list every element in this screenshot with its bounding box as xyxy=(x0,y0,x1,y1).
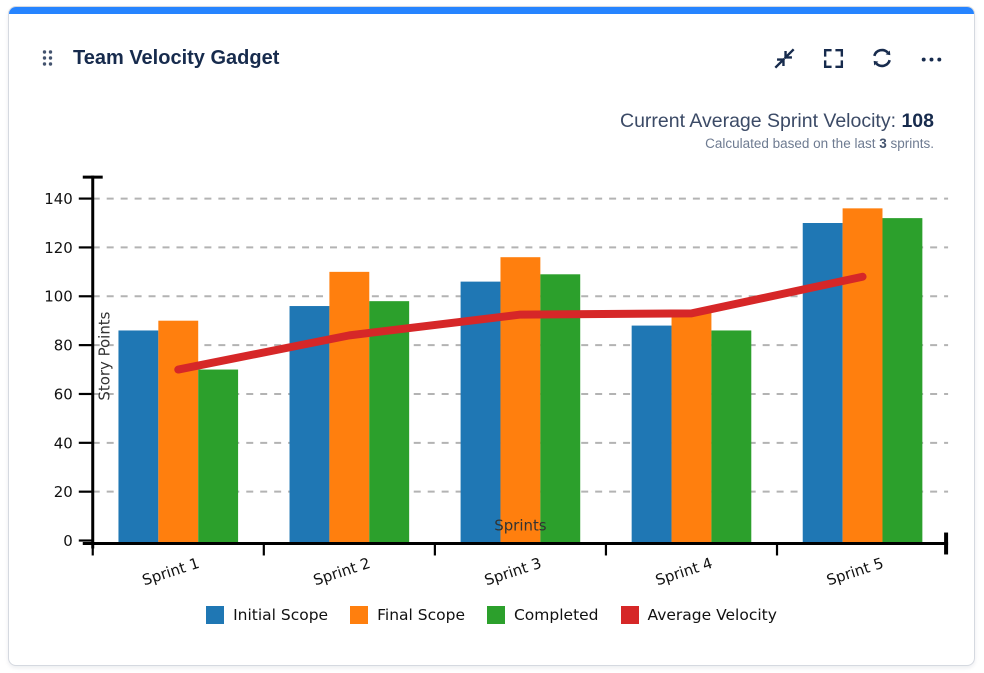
velocity-summary: Current Average Sprint Velocity: 108 Cal… xyxy=(620,110,934,151)
gadget-header: Team Velocity Gadget xyxy=(41,45,944,71)
fullscreen-button[interactable] xyxy=(820,45,846,71)
svg-text:Sprint 3: Sprint 3 xyxy=(482,554,544,589)
chart-legend: Initial Scope Final Scope Completed Average… xyxy=(9,606,974,624)
legend-swatch xyxy=(486,606,505,624)
svg-text:20: 20 xyxy=(54,483,73,501)
svg-text:Sprint 1: Sprint 1 xyxy=(140,554,202,589)
legend-label: Completed xyxy=(513,606,599,624)
more-icon xyxy=(921,57,941,62)
svg-text:Sprint 4: Sprint 4 xyxy=(653,554,715,589)
refresh-icon xyxy=(873,48,891,68)
note-prefix: Calculated based on the last xyxy=(705,136,880,151)
svg-text:140: 140 xyxy=(44,190,73,208)
legend-label: Final Scope xyxy=(377,606,465,624)
drag-handle-icon xyxy=(42,50,53,66)
legend-item-final-scope: Final Scope xyxy=(350,606,465,624)
fullscreen-icon xyxy=(823,48,843,68)
svg-text:120: 120 xyxy=(44,239,73,257)
svg-text:100: 100 xyxy=(44,288,73,306)
average-velocity-line: Current Average Sprint Velocity: 108 xyxy=(620,110,934,133)
svg-text:Sprint 2: Sprint 2 xyxy=(311,554,373,589)
legend-swatch xyxy=(620,606,639,624)
chart-area: 0 20 40 60 80 100 120 140 Sprint 1 Sprint 2 Sprint… xyxy=(9,170,974,600)
velocity-gadget-card: Team Velocity Gadget xyxy=(8,6,975,666)
refresh-button[interactable] xyxy=(869,45,895,71)
collapse-button[interactable] xyxy=(771,45,797,71)
svg-text:40: 40 xyxy=(54,434,73,452)
note-suffix: sprints. xyxy=(886,136,934,151)
svg-text:80: 80 xyxy=(54,337,73,355)
average-velocity-value: 108 xyxy=(901,110,934,132)
collapse-icon xyxy=(773,47,795,69)
svg-text:Sprints: Sprints xyxy=(494,517,547,535)
svg-text:Story Points: Story Points xyxy=(96,311,114,400)
note-sprint-count: 3 xyxy=(879,136,887,151)
svg-text:60: 60 xyxy=(54,385,73,403)
card-accent-bar xyxy=(9,7,974,14)
average-velocity-note: Calculated based on the last 3 sprints. xyxy=(620,136,934,151)
velocity-chart: 0 20 40 60 80 100 120 140 Sprint 1 Sprint 2 Sprint… xyxy=(44,175,949,589)
legend-label: Initial Scope xyxy=(233,606,329,624)
legend-swatch xyxy=(206,606,225,624)
svg-text:0: 0 xyxy=(63,532,73,550)
gadget-title: Team Velocity Gadget xyxy=(73,46,280,69)
average-velocity-label: Current Average Sprint Velocity: xyxy=(619,110,902,132)
drag-handle[interactable] xyxy=(41,47,55,69)
legend-item-average-velocity: Average Velocity xyxy=(620,606,777,624)
legend-item-initial-scope: Initial Scope xyxy=(206,606,328,624)
svg-text:Sprint 5: Sprint 5 xyxy=(824,554,886,589)
legend-swatch xyxy=(350,606,369,624)
more-button[interactable] xyxy=(918,45,944,71)
legend-label: Average Velocity xyxy=(647,606,777,624)
legend-item-completed: Completed xyxy=(486,606,599,624)
gadget-toolbar xyxy=(771,45,944,71)
